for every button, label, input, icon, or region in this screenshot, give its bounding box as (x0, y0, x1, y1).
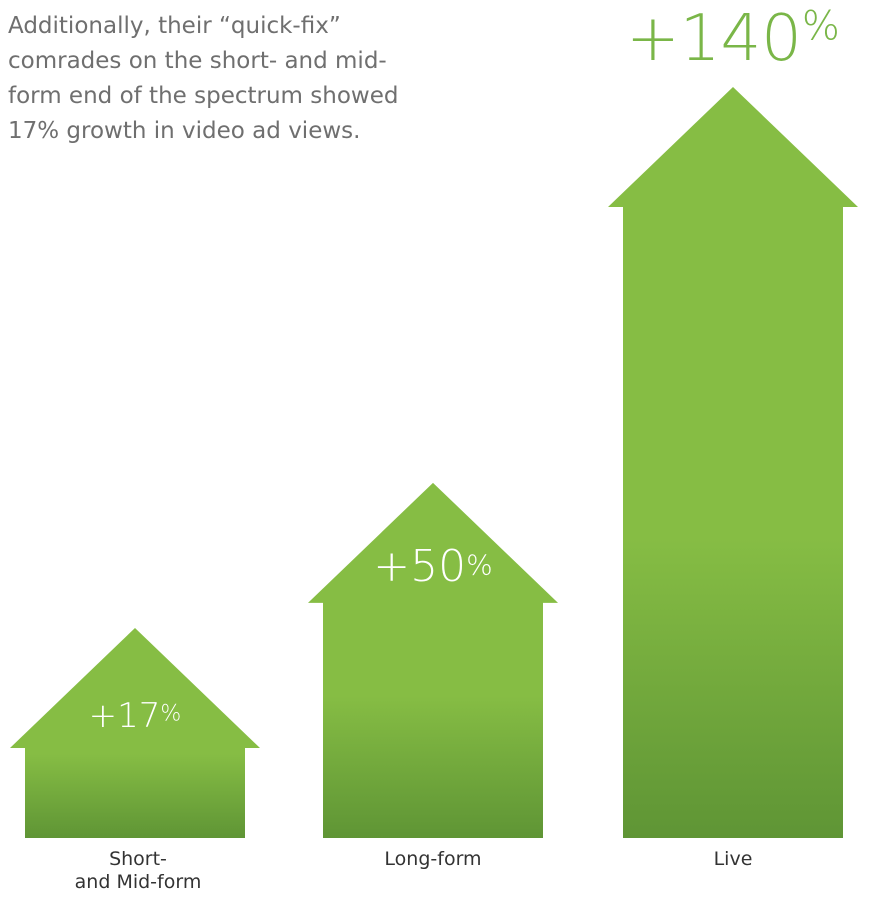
value-number: +140 (626, 2, 802, 76)
value-number: +50 (373, 540, 467, 592)
growth-arrow-bar (308, 482, 558, 838)
intro-paragraph: in these market movements. Additionally,… (8, 0, 468, 149)
growth-arrow-bar (10, 628, 260, 838)
category-label: Long-form (384, 848, 482, 870)
value-number: +17 (88, 696, 161, 736)
value-unit: % (466, 548, 493, 582)
value-label: +140% (603, 2, 863, 76)
value-unit: % (801, 3, 840, 50)
value-unit: % (160, 701, 182, 727)
intro-line: 17% growth in video ad views. (8, 118, 361, 144)
value-label: +17% (5, 696, 265, 736)
category-label: Short-and Mid-form (74, 848, 202, 893)
intro-line: Additionally, their “quick-fix” (8, 13, 341, 39)
category-label: Live (713, 848, 753, 870)
growth-arrow-bar (608, 87, 858, 838)
intro-line: in these market movements. (8, 0, 468, 9)
intro-line: form end of the spectrum showed (8, 83, 399, 109)
value-label: +50% (303, 541, 563, 592)
intro-line: comrades on the short- and mid- (8, 48, 387, 74)
